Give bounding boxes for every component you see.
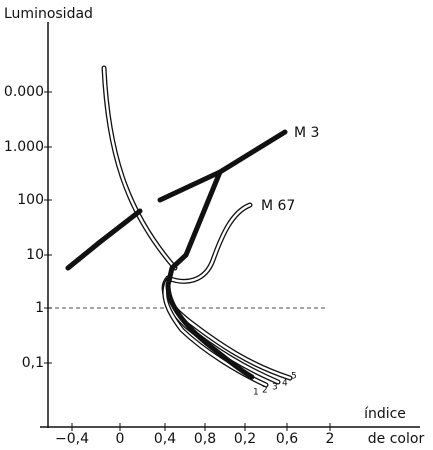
tracks	[161, 275, 293, 388]
y-axis-label: Luminosidad	[4, 6, 93, 22]
y-tick-label: 1.000	[4, 139, 44, 155]
x-tick-label: 0,2	[234, 431, 256, 447]
x-tick-label: 0,4	[154, 431, 176, 447]
y-tick-label: 10	[26, 247, 44, 263]
y-tick-label: 0,1	[22, 355, 44, 371]
y-tick-label: 100	[17, 192, 44, 208]
m3-branch	[65, 208, 143, 271]
track-label: 1	[253, 388, 259, 398]
main-track	[101, 65, 178, 271]
x-axis-label: índice	[364, 406, 406, 422]
x-tick-label: 0,6	[276, 431, 298, 447]
y-tick-label: 1	[35, 300, 44, 316]
x-tick-label: 2	[326, 431, 335, 447]
x-axis-label: de color	[368, 431, 425, 447]
x-tick-label: 0,8	[194, 431, 216, 447]
y-tick-label: 0.000	[4, 84, 44, 100]
cluster-label: M 67	[261, 198, 295, 214]
track-label: 4	[282, 379, 288, 389]
x-tick-label: 0	[116, 431, 125, 447]
m3-sequence	[165, 169, 255, 380]
m67-branch	[166, 203, 252, 283]
cluster-label: M 3	[294, 125, 319, 141]
track-label: 3	[272, 383, 278, 393]
track-label: 2	[262, 386, 268, 396]
main-track	[102, 66, 177, 270]
m3-branch	[157, 129, 288, 203]
track-label: 5	[291, 372, 297, 382]
x-ticks	[71, 423, 331, 431]
x-tick-label: −0,4	[55, 431, 89, 447]
y-ticks	[44, 91, 52, 364]
